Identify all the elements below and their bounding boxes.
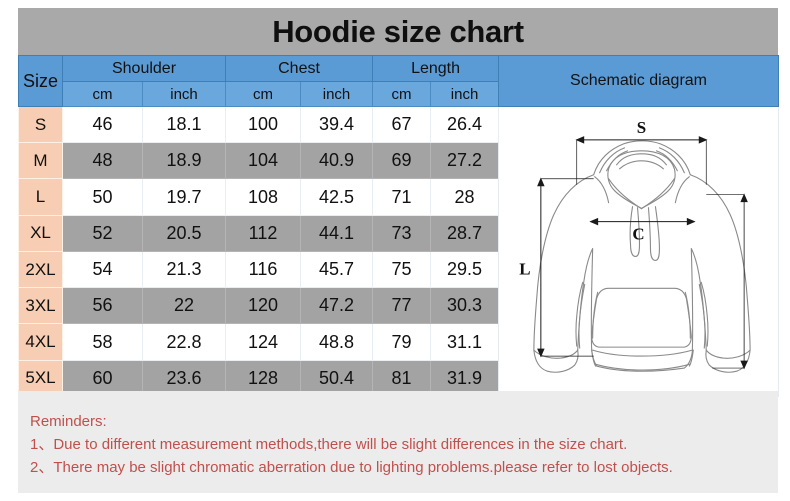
header-unit-chest-inch: inch [300,81,374,107]
cell-length-inch: 28.7 [430,214,500,252]
cell-chest-inch: 40.9 [300,142,374,180]
cell-chest-inch: 45.7 [300,250,374,289]
cell-chest-inch: 47.2 [300,287,374,325]
table-row: S 46 18.1 100 39.4 67 26.4 [18,105,780,397]
cell-shoulder-cm: 60 [62,359,143,397]
table-row: XL 52 20.5 112 44.1 73 28.7 [18,214,779,252]
cell-length-cm: 75 [372,250,432,289]
size-label: 4XL [18,323,63,361]
cell-chest-cm: 100 [225,105,302,144]
header-group-shoulder: Shoulder [61,55,227,82]
table-header-row-units: cm inch cm inch cm inch [19,81,779,107]
cell-chest-cm: 108 [225,178,302,216]
table-row: 5XL 60 23.6 128 50.4 81 31.9 [18,359,779,397]
table-row: 2XL 54 21.3 116 45.7 75 29.5 [18,250,779,289]
header-unit-length-cm: cm [372,81,432,107]
cell-chest-cm: 112 [225,214,302,252]
header-unit-shoulder-inch: inch [141,81,227,107]
cell-chest-cm: 104 [225,142,302,180]
table-row: 3XL 56 22 120 47.2 77 30.3 [18,287,779,325]
reminder-line-2: 2、There may be slight chromatic aberrati… [30,459,673,476]
size-label: 3XL [18,287,63,325]
cell-chest-inch: 50.4 [300,359,374,397]
size-label: 5XL [18,359,63,397]
cell-chest-inch: 48.8 [300,323,374,361]
header-schematic: Schematic diagram [498,55,780,107]
cell-length-inch: 28 [430,178,500,216]
cell-chest-inch: 42.5 [300,178,374,216]
cell-length-cm: 73 [372,214,432,252]
cell-length-inch: 31.1 [430,323,500,361]
size-table-container: Size Shoulder Chest Length Schematic dia… [18,55,780,397]
header-unit-shoulder-cm: cm [62,81,143,107]
cell-shoulder-cm: 48 [62,142,143,180]
length-dimension-label: L [519,259,530,278]
cell-length-cm: 67 [372,105,432,144]
cell-chest-cm: 124 [225,323,302,361]
cell-length-cm: 77 [372,287,432,325]
cell-length-cm: 71 [372,178,432,216]
size-table: Size Shoulder Chest Length Schematic dia… [18,55,780,397]
table-row: 4XL 58 22.8 124 48.8 79 31.1 [18,323,779,361]
cell-shoulder-inch: 18.1 [141,105,227,144]
page-title: Hoodie size chart [272,13,524,49]
header-group-chest: Chest [225,55,374,82]
cell-length-inch: 29.5 [430,250,500,289]
cell-length-inch: 31.9 [430,359,500,397]
table-header-row-groups: Size Shoulder Chest Length Schematic dia… [18,55,780,107]
table-row: L 50 19.7 108 42.5 71 28 [18,178,779,216]
cell-shoulder-inch: 20.5 [141,214,227,252]
size-label: M [18,142,63,180]
cell-shoulder-cm: 54 [62,250,143,289]
header-group-length: Length [372,55,500,82]
cell-chest-inch: 44.1 [300,214,374,252]
cell-shoulder-inch: 21.3 [141,250,227,289]
reminders-heading: Reminders: [30,413,107,430]
header-unit-length-inch: inch [430,81,500,107]
cell-length-cm: 81 [372,359,432,397]
cell-shoulder-cm: 50 [62,178,143,216]
size-label: XL [18,214,63,252]
cell-shoulder-inch: 22.8 [141,323,227,361]
cell-shoulder-inch: 23.6 [141,359,227,397]
cell-chest-cm: 116 [225,250,302,289]
header-unit-chest-cm: cm [225,81,302,107]
schematic-diagram: S C L [499,107,778,396]
cell-chest-inch: 39.4 [300,105,374,144]
cell-length-cm: 69 [372,142,432,180]
cell-chest-cm: 120 [225,287,302,325]
cell-length-inch: 26.4 [430,105,500,144]
cell-shoulder-cm: 52 [62,214,143,252]
size-label: 2XL [18,250,63,289]
cell-length-inch: 30.3 [430,287,500,325]
hoodie-illustration: S C L [519,118,751,373]
shoulder-dimension-label: S [637,118,646,137]
size-label: S [18,105,63,144]
size-label: L [18,178,63,216]
cell-chest-cm: 128 [225,359,302,397]
schematic-diagram-cell: S C L [498,106,780,397]
title-bar: Hoodie size chart [18,8,778,55]
cell-shoulder-cm: 56 [62,287,143,325]
header-size: Size [18,55,63,107]
cell-shoulder-cm: 46 [62,105,143,144]
reminder-line-1: 1、Due to different measurement methods,t… [30,436,628,453]
chest-dimension-label: C [632,225,644,244]
table-row: M 48 18.9 104 40.9 69 27.2 [18,142,779,180]
cell-shoulder-inch: 18.9 [141,142,227,180]
reminders-section: Reminders: 1、Due to different measuremen… [18,391,778,493]
cell-shoulder-inch: 22 [141,287,227,325]
cell-length-cm: 79 [372,323,432,361]
cell-length-inch: 27.2 [430,142,500,180]
cell-shoulder-cm: 58 [62,323,143,361]
cell-shoulder-inch: 19.7 [141,178,227,216]
